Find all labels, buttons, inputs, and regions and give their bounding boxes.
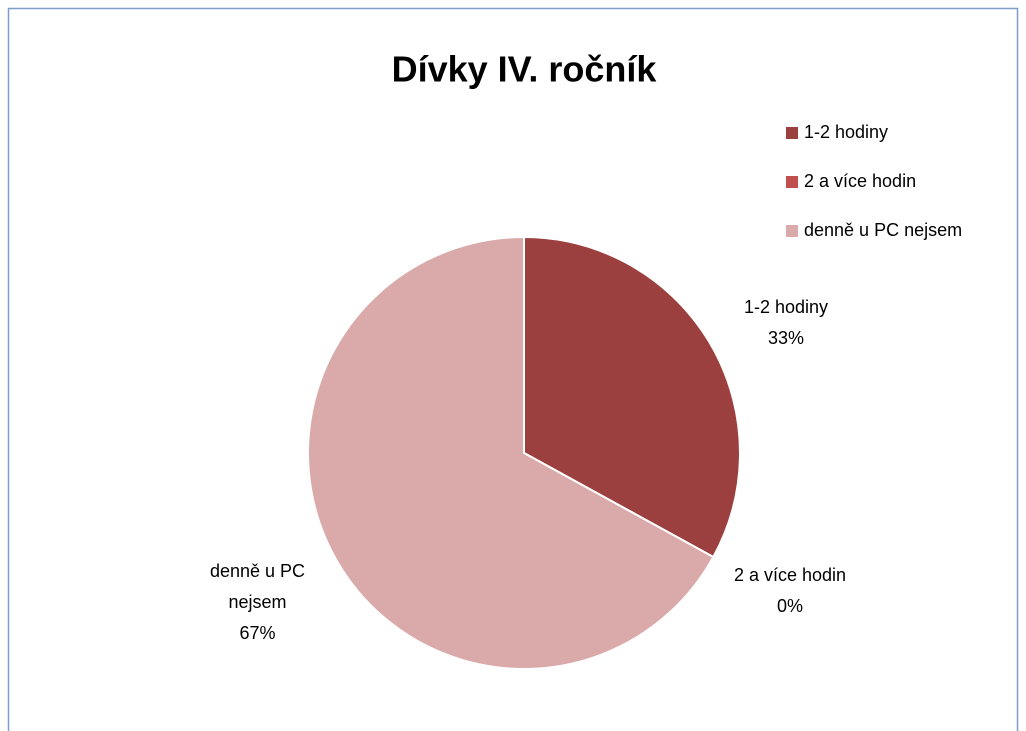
data-label-category: 2 a více hodin — [733, 565, 847, 585]
data-label-value: 0% — [776, 596, 803, 616]
data-label: denně u PC nejsem 67% — [185, 556, 330, 649]
pie-slice — [307, 235, 715, 670]
data-label-value: 67% — [239, 623, 276, 643]
legend-swatch — [786, 127, 798, 139]
legend-swatch — [786, 225, 798, 237]
data-label-category: denně u PC nejsem — [209, 561, 306, 612]
pie-slice — [523, 235, 741, 559]
data-label: 2 a více hodin 0% — [710, 560, 870, 622]
data-label: 1-2 hodiny 33% — [706, 292, 866, 354]
legend-label: denně u PC nejsem — [804, 220, 962, 240]
legend-label: 2 a více hodin — [804, 171, 916, 191]
legend-swatch — [786, 176, 798, 188]
data-label-category: 1-2 hodiny — [743, 297, 829, 317]
legend-label: 1-2 hodiny — [804, 122, 888, 142]
data-label-value: 33% — [767, 328, 805, 348]
chart-title: Dívky IV. ročník — [392, 49, 658, 90]
